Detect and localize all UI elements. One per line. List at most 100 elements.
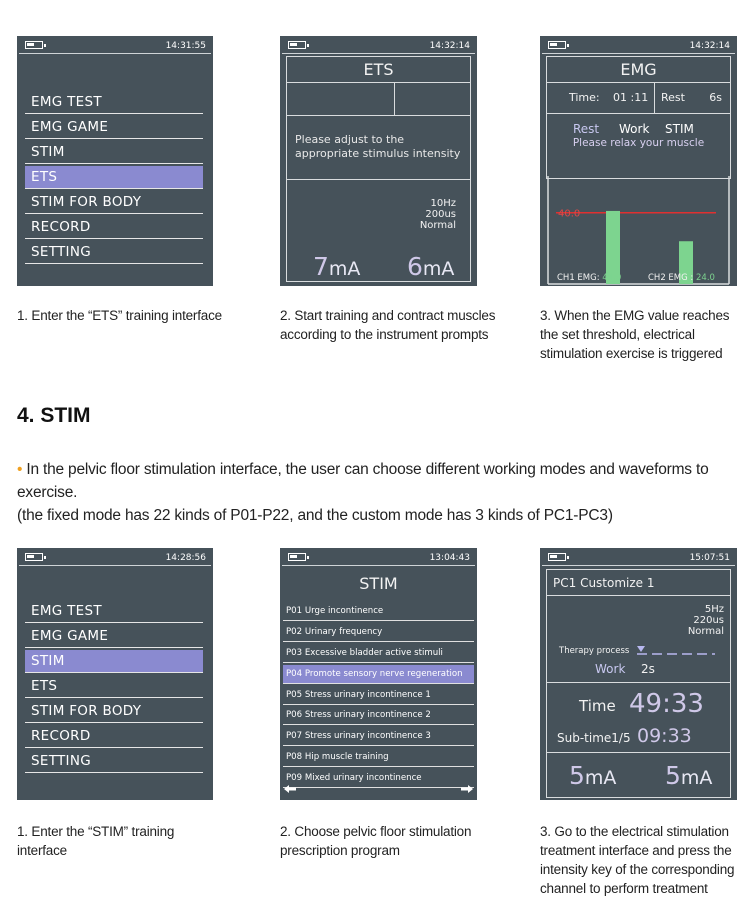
- ch2-emg-value: 24.0: [696, 273, 715, 283]
- menu-item-ets[interactable]: ETS: [25, 166, 203, 189]
- battery-icon: [25, 553, 46, 561]
- caption-5: 2. Choose pelvic floor stimulation presc…: [280, 824, 472, 858]
- channel-2-readout: CH2 EMG : 24.0: [648, 273, 715, 283]
- menu-item-stim[interactable]: STIM: [25, 650, 203, 673]
- menu-item-setting[interactable]: SETTING: [25, 750, 203, 773]
- time-label: Time:: [569, 91, 600, 104]
- ch2-emg-label: CH2 EMG :: [648, 273, 694, 283]
- work-label: Work: [595, 662, 626, 676]
- title-box: ETS: [286, 56, 471, 83]
- threshold-label: 40.0: [558, 209, 580, 220]
- rest-label: Rest: [661, 91, 685, 104]
- menu-item-emg-game[interactable]: EMG GAME: [25, 625, 203, 648]
- mode-value: Normal: [419, 220, 456, 231]
- frequency-value: 10Hz: [430, 198, 457, 209]
- time-label: Time: [579, 697, 616, 715]
- menu-item-setting[interactable]: SETTING: [25, 241, 203, 264]
- relax-hint: Please relax your muscle: [572, 137, 705, 149]
- channel-2-unit: mA: [422, 258, 455, 280]
- work-value: 2s: [641, 662, 655, 676]
- device-screen-ets: 14:32:14 ETS Please adjust to the approp…: [280, 36, 477, 286]
- channel-1-value: 5: [569, 761, 585, 790]
- clock: 14:31:55: [165, 41, 206, 51]
- menu-item-emg-test[interactable]: EMG TEST: [25, 600, 203, 623]
- caption-1: 1. Enter the “ETS” training interface: [17, 308, 222, 323]
- menu-item-stim[interactable]: STIM: [25, 141, 203, 164]
- clock: 14:28:56: [165, 553, 206, 563]
- program-item[interactable]: P06 Stress urinary incontinence 2: [283, 706, 474, 726]
- subtime-value: 09:33: [637, 725, 692, 747]
- frequency-value: 5Hz: [704, 604, 724, 615]
- output-box: 10Hz 200us Normal 7mA 6mA: [286, 179, 471, 282]
- device-screen-emg: 14:32:14 EMG Time: 01 :11 Rest 6s Rest W…: [540, 36, 737, 286]
- program-title-box: PC1 Customize 1: [546, 569, 731, 596]
- menu-item-stim-for-body[interactable]: STIM FOR BODY: [25, 191, 203, 214]
- channel-1-intensity[interactable]: 7mA: [313, 252, 360, 281]
- divider: [19, 53, 211, 54]
- channel-1-unit: mA: [584, 767, 617, 789]
- intensity-box: 5mA 5mA: [546, 752, 731, 798]
- parameter-box: 5Hz 220us Normal Therapy process Work 2s: [546, 595, 731, 683]
- state-work: Work: [619, 122, 650, 136]
- menu-item-ets[interactable]: ETS: [25, 675, 203, 698]
- channel-2-unit: mA: [680, 767, 713, 789]
- channel-1-readout: CH1 EMG: 41.0: [557, 273, 621, 283]
- program-item[interactable]: P07 Stress urinary incontinence 3: [283, 727, 474, 747]
- screen-title: EMG: [620, 60, 657, 79]
- menu-item-record[interactable]: RECORD: [25, 216, 203, 239]
- time-value: 49:33: [629, 689, 704, 719]
- divider: [542, 565, 735, 566]
- menu-item-stim-for-body[interactable]: STIM FOR BODY: [25, 700, 203, 723]
- channel-1-emg-bar: [606, 210, 620, 284]
- main-menu: EMG TEST EMG GAME STIM ETS STIM FOR BODY…: [25, 600, 203, 775]
- battery-icon: [288, 553, 309, 561]
- mode-value: Normal: [687, 626, 724, 637]
- battery-icon: [548, 41, 569, 49]
- channel-2-value: 6: [407, 252, 423, 281]
- divider: [19, 565, 211, 566]
- caption-6: 3. Go to the electrical stimulation trea…: [540, 824, 735, 896]
- state-stim: STIM: [665, 122, 694, 136]
- caption-4: 1. Enter the “STIM” training interface: [17, 824, 175, 858]
- clock: 14:32:14: [689, 41, 730, 51]
- status-box-left: [286, 82, 395, 116]
- arrow-left-icon[interactable]: [284, 785, 296, 793]
- rest-value: 6s: [709, 91, 722, 104]
- program-item[interactable]: P02 Urinary frequency: [283, 623, 474, 642]
- channel-2-intensity[interactable]: 6mA: [407, 252, 454, 281]
- program-item[interactable]: P03 Excessive bladder active stimuli: [283, 644, 474, 663]
- program-item[interactable]: P08 Hip muscle training: [283, 748, 474, 768]
- program-item-selected[interactable]: P04 Promote sensory nerve regeneration: [283, 664, 474, 684]
- program-item[interactable]: P01 Urge incontinence: [283, 602, 474, 621]
- caption-2: 2. Start training and contract muscles a…: [280, 308, 496, 342]
- program-item[interactable]: P05 Stress urinary incontinence 1: [283, 686, 474, 705]
- title-box: EMG: [546, 56, 731, 83]
- channel-2-intensity[interactable]: 5mA: [665, 761, 712, 790]
- time-box: Time: 01 :11: [546, 82, 655, 114]
- clock: 14:32:14: [429, 41, 470, 51]
- channel-1-unit: mA: [328, 258, 361, 280]
- time-value: 01 :11: [613, 91, 649, 104]
- program-item[interactable]: P09 Mixed urinary incontinence: [283, 769, 474, 789]
- caption-3: 3. When the EMG value reaches the set th…: [540, 308, 730, 361]
- state-rest: Rest: [573, 122, 600, 136]
- divider: [282, 53, 475, 54]
- state-box: Rest Work STIM Please relax your muscle: [546, 113, 731, 179]
- description-line-1: In the pelvic floor stimulation interfac…: [17, 461, 709, 501]
- device-screen-menu-ets: 14:31:55 EMG TEST EMG GAME STIM ETS STIM…: [17, 36, 213, 286]
- status-box-right: [394, 82, 471, 116]
- time-box: Time 49:33 Sub-time1/5 09:33: [546, 682, 731, 753]
- device-screen-stim-list: 13:04:43 STIM P01 Urge incontinence P02 …: [280, 548, 477, 800]
- arrow-right-icon[interactable]: [461, 785, 473, 793]
- menu-item-emg-test[interactable]: EMG TEST: [25, 91, 203, 114]
- divider: [542, 53, 735, 54]
- menu-item-record[interactable]: RECORD: [25, 725, 203, 748]
- channel-1-intensity[interactable]: 5mA: [569, 761, 616, 790]
- battery-icon: [25, 41, 46, 49]
- main-menu: EMG TEST EMG GAME STIM ETS STIM FOR BODY…: [25, 91, 203, 266]
- subtime-label: Sub-time1/5: [557, 731, 631, 745]
- device-screen-menu-stim: 14:28:56 EMG TEST EMG GAME STIM ETS STIM…: [17, 548, 213, 800]
- channel-2-emg-bar: [679, 241, 693, 284]
- therapy-process-label: Therapy process: [559, 646, 630, 656]
- menu-item-emg-game[interactable]: EMG GAME: [25, 116, 203, 139]
